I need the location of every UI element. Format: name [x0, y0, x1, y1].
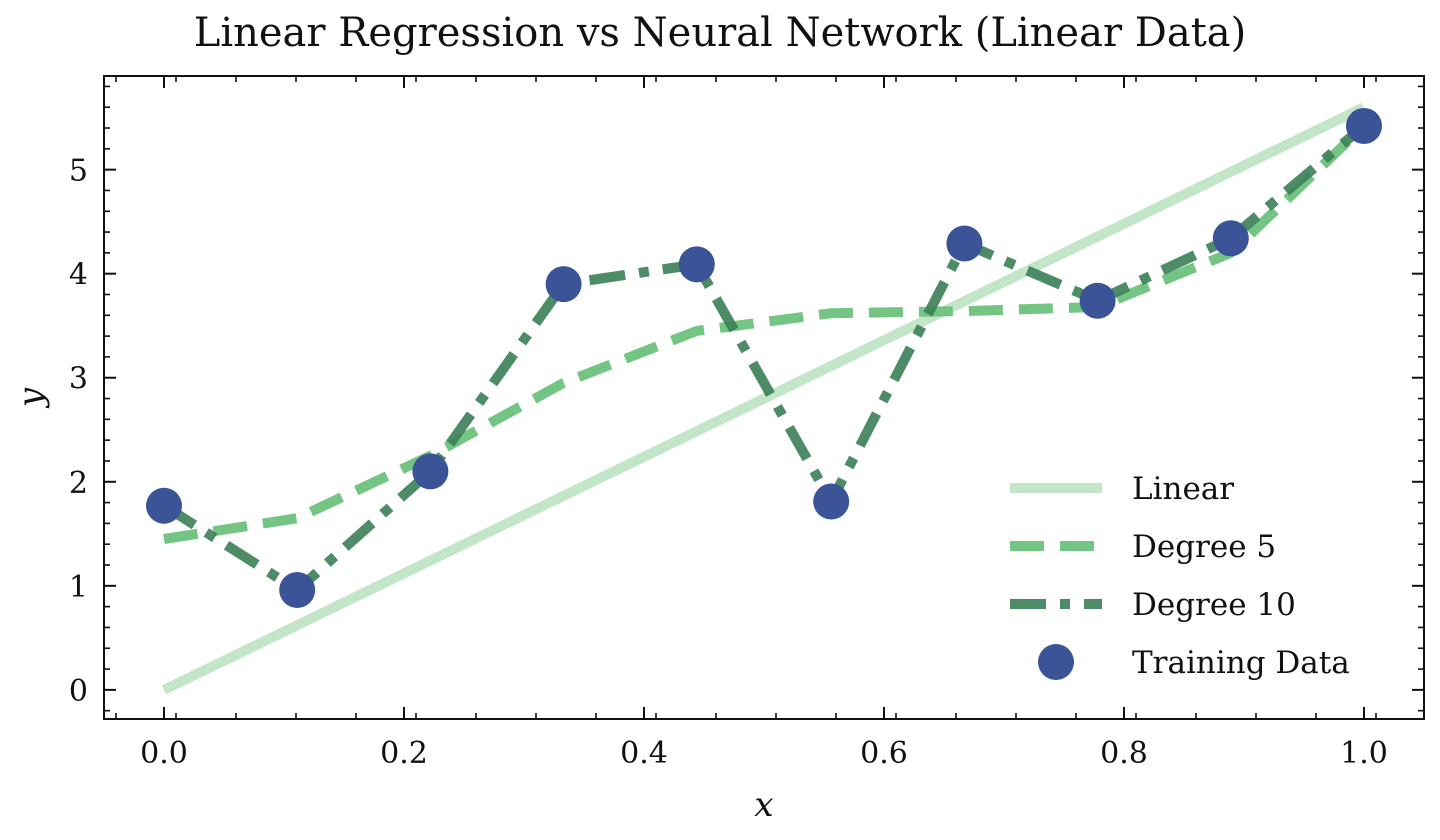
series-line-linear: [161, 102, 1367, 695]
y-axis-label: y: [11, 387, 51, 409]
x-tick-label: 0.2: [380, 736, 428, 771]
x-tick-label: 0.0: [140, 736, 188, 771]
y-tick-label: 0: [69, 674, 88, 709]
legend-marker: [1038, 644, 1074, 680]
training-data-point: [813, 483, 850, 520]
y-tick-label: 4: [69, 258, 88, 293]
training-data-point: [946, 225, 983, 262]
legend-label: Linear: [1132, 471, 1234, 507]
x-axis-label: x: [754, 785, 773, 825]
training-data-point: [146, 487, 182, 524]
legend-label: Degree 10: [1132, 587, 1296, 623]
training-data-point: [1212, 220, 1249, 257]
y-tick-label: 3: [69, 362, 88, 397]
y-tick-label: 2: [69, 466, 88, 501]
training-data-point: [1079, 282, 1116, 319]
series-line-degree-5: [163, 122, 1368, 544]
legend: Linear Degree 5 Degree 10 Training Data: [1010, 471, 1350, 681]
training-data-point: [412, 453, 449, 490]
training-data-point: [545, 266, 582, 303]
axes-layer: 0.0 0.2 0.4 0.6 0.8 1.0 0 1 2 3 4 5 x y: [11, 75, 1425, 825]
legend-label: Degree 5: [1132, 529, 1276, 565]
series-layer: [146, 102, 1382, 695]
x-tick-label: 1.0: [1340, 736, 1388, 771]
training-data-point: [678, 246, 715, 283]
training-data-point: [1346, 107, 1382, 144]
plot-frame: [103, 75, 1425, 720]
x-tick-label: 0.8: [1100, 736, 1148, 771]
series-line-degree-10: [161, 122, 1368, 595]
y-tick-label: 1: [69, 570, 88, 605]
legend-label: Training Data: [1132, 645, 1350, 681]
x-tick-label: 0.6: [860, 736, 908, 771]
x-tick-label: 0.4: [620, 736, 668, 771]
training-data-point: [279, 571, 316, 608]
chart-title: Linear Regression vs Neural Network (Lin…: [193, 10, 1247, 56]
y-tick-label: 5: [69, 154, 88, 189]
